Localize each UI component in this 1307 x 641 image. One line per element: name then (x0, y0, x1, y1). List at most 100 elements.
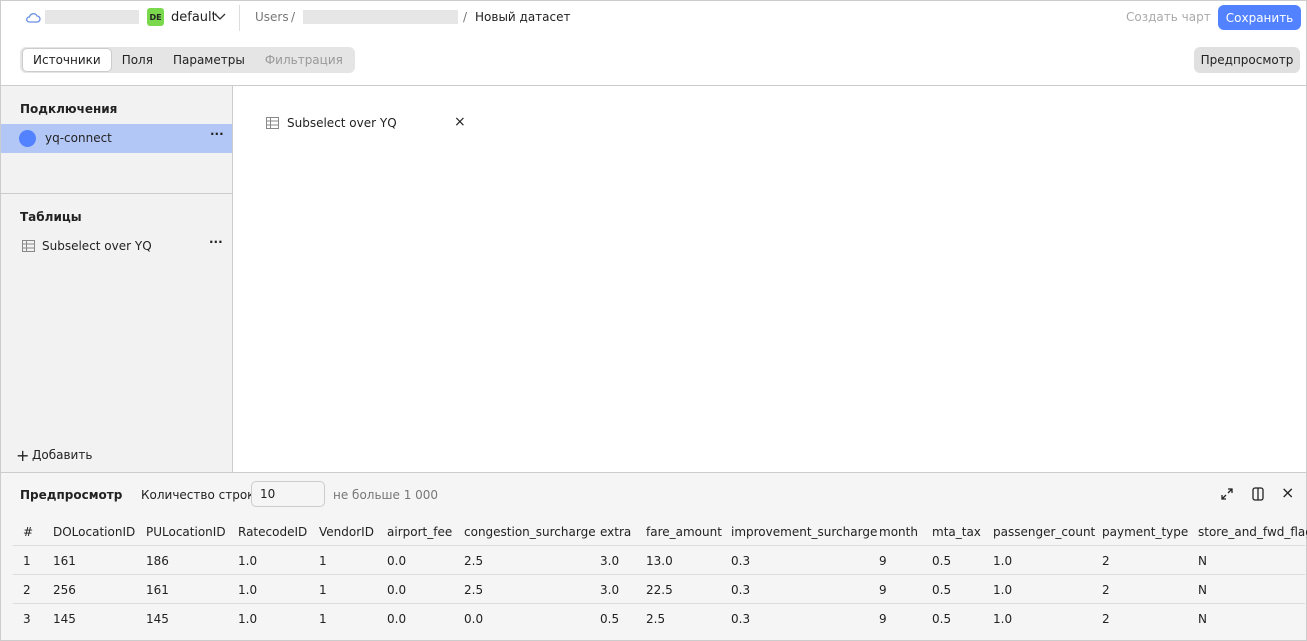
table-cell: 0.5 (932, 612, 952, 626)
column-header: payment_type (1102, 525, 1189, 539)
tab[interactable]: Источники (22, 48, 112, 72)
table-name[interactable]: Subselect over YQ (42, 239, 152, 253)
table-cell: 9 (879, 612, 887, 626)
column-header: RatecodeID (238, 525, 308, 539)
table-cell: 161 (146, 583, 169, 597)
column-header: improvement_surcharge (731, 525, 878, 539)
table-cell: 145 (146, 612, 169, 626)
table-cell: 9 (879, 583, 887, 597)
table-cell: 0.3 (731, 583, 751, 597)
table-cell: 0.0 (464, 612, 484, 626)
sidebar: Подключения yq-connect ··· Таблицы Subse… (1, 86, 233, 472)
rows-input[interactable]: 10 (251, 481, 325, 507)
workspace-badge: DE (147, 8, 164, 26)
connection-item[interactable]: yq-connect ··· (1, 124, 232, 153)
table-cell: 0.3 (731, 612, 751, 626)
column-header: extra (600, 525, 632, 539)
column-header: VendorID (319, 525, 374, 539)
table-cell: 2.5 (646, 612, 666, 626)
source-item[interactable]: Subselect over YQ (287, 116, 397, 130)
separator: / (463, 10, 468, 24)
row-divider (13, 545, 1305, 546)
table-cell: N (1198, 612, 1207, 626)
column-header: PULocationID (146, 525, 226, 539)
tab[interactable]: Поля (121, 53, 153, 67)
table-cell: 1.0 (238, 554, 258, 568)
column-header: airport_fee (387, 525, 453, 539)
table-cell: N (1198, 583, 1207, 597)
table-cell: 2 (1102, 583, 1110, 597)
divider (239, 5, 240, 31)
tab[interactable]: Фильтрация (264, 53, 343, 67)
more-icon[interactable]: ··· (210, 127, 224, 141)
cloud-icon (26, 13, 41, 23)
column-header: congestion_surcharge (464, 525, 596, 539)
section-title: Подключения (20, 102, 118, 116)
table-cell: 2.5 (464, 554, 484, 568)
column-header: # (23, 525, 34, 539)
column-header: fare_amount (646, 525, 722, 539)
connection-icon (19, 130, 36, 147)
preview-panel: Предпросмотр Количество строк: 10 не бол… (1, 472, 1307, 641)
more-icon[interactable]: ··· (209, 235, 223, 249)
table-cell: 2.5 (464, 583, 484, 597)
table-icon (266, 117, 279, 129)
table-cell: 0.0 (387, 583, 407, 597)
column-header: DOLocationID (53, 525, 136, 539)
table-cell: 161 (53, 554, 76, 568)
table-cell: 1.0 (993, 612, 1013, 626)
table-cell: 1 (23, 554, 31, 568)
chevron[interactable] (214, 13, 226, 21)
preview-button[interactable]: Предпросмотр (1194, 47, 1300, 73)
table-cell: 1 (319, 583, 327, 597)
split-icon[interactable] (1252, 487, 1264, 501)
blurred-text (45, 10, 139, 24)
divider (1, 85, 1307, 86)
breadcrumb[interactable]: Users (255, 10, 289, 24)
workspace-name[interactable]: default (171, 10, 217, 25)
table-cell: 1.0 (993, 554, 1013, 568)
table-cell: 1.0 (993, 583, 1013, 597)
column-header: mta_tax (932, 525, 981, 539)
save-button[interactable]: Сохранить (1218, 5, 1301, 30)
column-header: passenger_count (993, 525, 1096, 539)
table-cell: 3.0 (600, 583, 620, 597)
table-cell: 1 (319, 612, 327, 626)
table-cell: 2 (23, 583, 31, 597)
table-cell: 0.0 (387, 612, 407, 626)
table-cell: 256 (53, 583, 76, 597)
table-cell: 145 (53, 612, 76, 626)
breadcrumb-current: Новый датасет (475, 10, 571, 24)
blurred-text (303, 10, 458, 24)
table-cell: 0.5 (932, 554, 952, 568)
expand-icon[interactable] (1221, 488, 1233, 500)
connection-name: yq-connect (45, 131, 112, 145)
rows-hint: не больше 1 000 (333, 488, 439, 502)
add-button[interactable]: Добавить (32, 448, 93, 462)
table-cell: 0.5 (600, 612, 620, 626)
close-icon[interactable]: × (1281, 483, 1295, 502)
table-cell: 0.0 (387, 554, 407, 568)
table-cell: 3.0 (600, 554, 620, 568)
row-divider (13, 603, 1305, 604)
create-chart-button[interactable]: Создать чарт (1126, 10, 1211, 24)
table-cell: 1.0 (238, 612, 258, 626)
section-title: Таблицы (20, 210, 82, 224)
tab[interactable]: Параметры (172, 53, 245, 67)
table-cell: 13.0 (646, 554, 673, 568)
divider (1, 193, 232, 194)
table-cell: 1 (319, 554, 327, 568)
remove-icon[interactable]: × (454, 114, 466, 130)
table-cell: 22.5 (646, 583, 673, 597)
row-divider (13, 574, 1305, 575)
separator: / (291, 10, 296, 24)
column-header: store_and_fwd_flag (1198, 525, 1307, 539)
preview-table: # DOLocationID PULocationID RatecodeID Vendo… (1, 513, 1307, 641)
add-icon[interactable]: + (16, 446, 30, 465)
table-icon (22, 240, 35, 252)
table-cell: 9 (879, 554, 887, 568)
table-cell: 186 (146, 554, 169, 568)
rows-label: Количество строк: (141, 488, 259, 502)
